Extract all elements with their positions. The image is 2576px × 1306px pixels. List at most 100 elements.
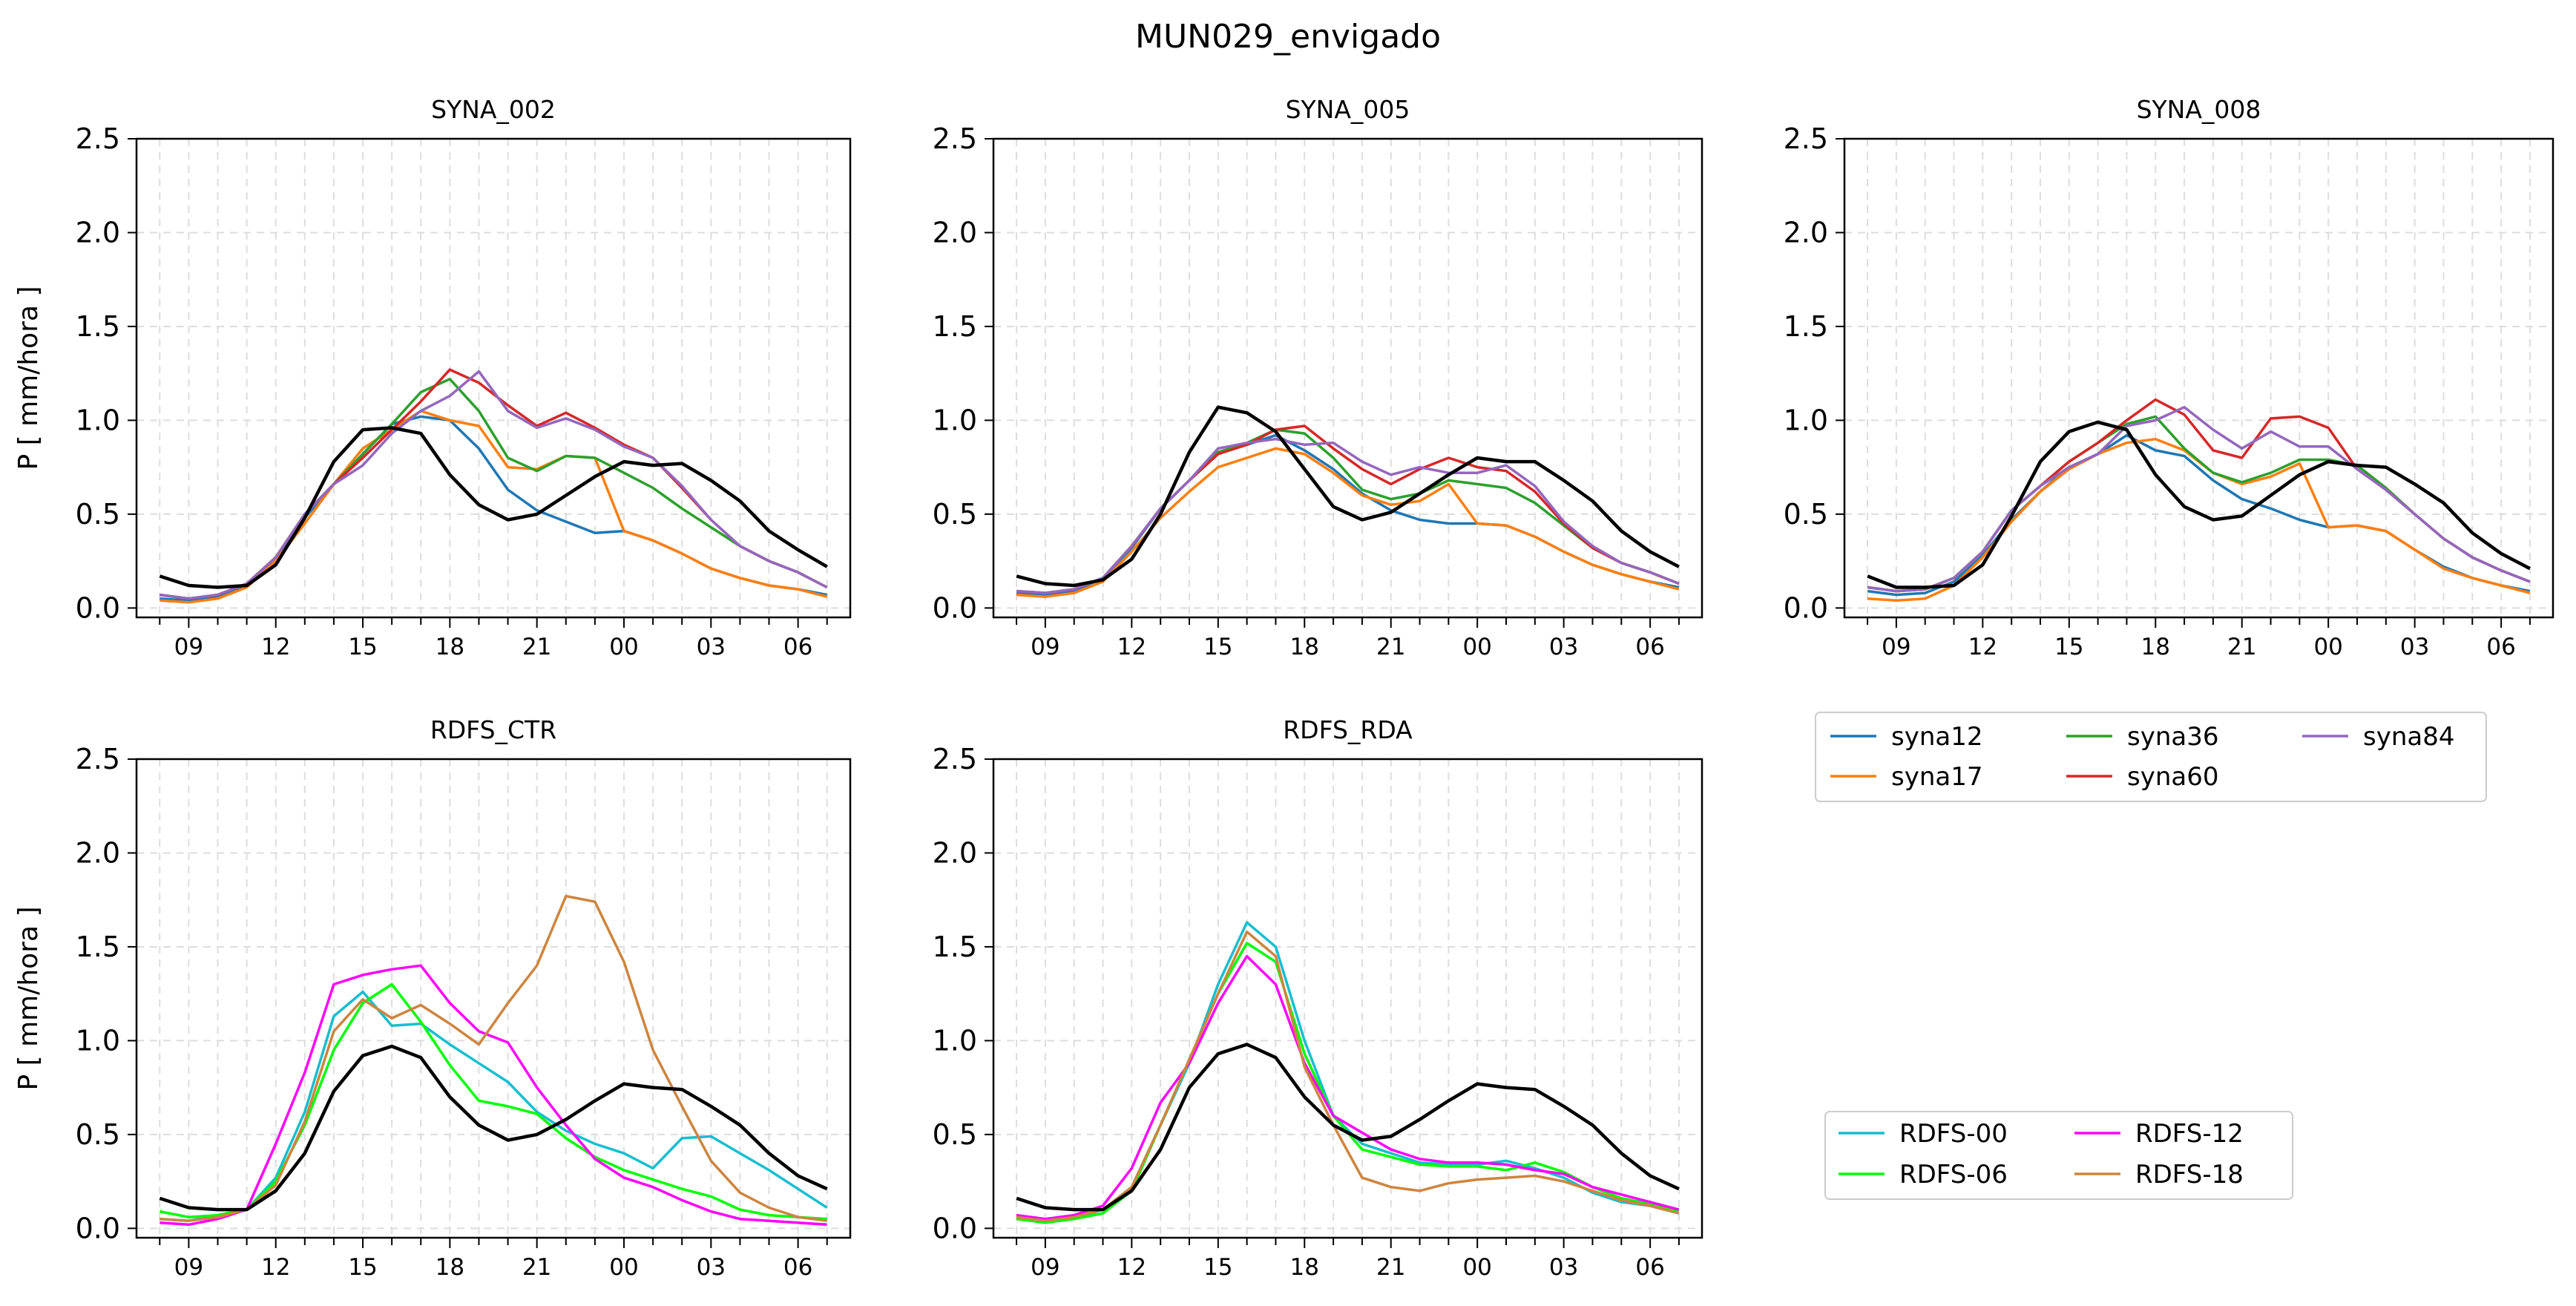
panel-title: RDFS_CTR	[430, 715, 556, 744]
x-tick-label: 15	[2054, 634, 2083, 660]
series-line-syna36	[160, 378, 828, 600]
x-tick-label: 15	[1203, 1254, 1232, 1281]
panel-title: SYNA_002	[431, 95, 556, 124]
legend-label-rdfs-00: RDFS-00	[1899, 1119, 2008, 1149]
legend-label-syna17: syna17	[1891, 762, 1982, 792]
x-tick-label: 03	[1549, 634, 1578, 660]
x-tick-label: 00	[1462, 634, 1491, 660]
x-tick-label: 12	[261, 1254, 290, 1281]
x-tick-label: 09	[1031, 1254, 1059, 1281]
y-tick-label: 0.0	[1784, 591, 1828, 624]
series-line-syna17	[160, 410, 828, 604]
y-tick-label: 0.5	[76, 498, 120, 531]
x-tick-label: 12	[1968, 634, 1997, 660]
y-tick-label: 1.0	[76, 1024, 120, 1057]
axes-frame	[1843, 137, 2554, 619]
series-line-syna84	[160, 370, 828, 600]
series-line-obs	[1016, 405, 1680, 588]
y-tick-label: 2.5	[933, 122, 977, 155]
series-line-syna17	[1016, 447, 1680, 598]
x-tick-label: 12	[1117, 634, 1146, 660]
legend-syna: syna12 syna17 syna36 syna60 syna84	[1815, 712, 2487, 802]
y-tick-label: 1.0	[933, 1024, 977, 1057]
series-line-syna84	[1867, 405, 2531, 593]
panels: 0.0 0.5 1.0 1.5 2.0 2.5 09 12 15 18 21 00 03 06 SYNA_0…	[13, 95, 2554, 1281]
chart-panel-1: 0.0 0.5 1.0 1.5 2.0 2.5 09 12 15 18 21 00 03 06 SYNA_0…	[13, 95, 852, 660]
legend-label-rdfs-06: RDFS-06	[1899, 1160, 2008, 1189]
x-tick-label: 06	[1635, 1254, 1664, 1281]
series-line-rdfs-18	[1016, 930, 1680, 1222]
series-line-obs	[1016, 1043, 1680, 1212]
x-tick-label: 15	[348, 1254, 377, 1281]
legend-label-syna84: syna84	[2363, 722, 2454, 752]
figure-title: MUN029_envigado	[1135, 18, 1441, 56]
axes-frame	[992, 758, 1703, 1239]
x-tick-label: 21	[1376, 1254, 1405, 1281]
y-tick-label: 2.0	[933, 216, 977, 249]
y-tick-label: 0.5	[933, 498, 977, 531]
axes-frame	[135, 758, 852, 1239]
x-tick-label: 18	[436, 634, 464, 660]
axes-frame	[135, 137, 852, 619]
y-tick-label: 0.0	[76, 1212, 120, 1244]
series-line-rdfs-00	[1016, 921, 1680, 1222]
x-tick-label: 12	[1117, 1254, 1146, 1281]
y-tick-label: 1.5	[1784, 310, 1828, 343]
x-tick-label: 21	[2227, 634, 2256, 660]
y-tick-label: 2.5	[76, 743, 120, 775]
series-line-obs	[159, 1044, 828, 1212]
y-axis-label: P [ mm/hora ]	[13, 286, 44, 470]
x-tick-label: 03	[1549, 1254, 1578, 1281]
x-tick-label: 06	[783, 1254, 812, 1281]
x-tick-label: 00	[609, 1254, 638, 1281]
panel-title: SYNA_008	[2137, 95, 2261, 124]
y-tick-label: 0.0	[76, 591, 120, 624]
x-tick-label: 18	[436, 1254, 464, 1281]
x-tick-label: 21	[1376, 634, 1405, 660]
legend-label-syna60: syna60	[2127, 762, 2218, 792]
y-tick-label: 0.0	[933, 591, 977, 624]
y-tick-label: 2.0	[1784, 216, 1828, 249]
x-tick-label: 00	[2313, 634, 2342, 660]
chart-panel-3: 0.0 0.5 1.0 1.5 2.0 2.5 09 12 15 18 21 00 03 06 SYNA_0…	[1784, 95, 2554, 660]
y-tick-label: 1.5	[933, 931, 977, 963]
y-tick-label: 2.5	[933, 743, 977, 775]
x-tick-label: 09	[1882, 634, 1910, 660]
legend-label-syna36: syna36	[2127, 722, 2218, 752]
chart-panel-5: 0.0 0.5 1.0 1.5 2.0 2.5 09 12 15 18 21 00 03 06 RDFS_R…	[933, 715, 1703, 1281]
legend-rdfs-frame	[1824, 1111, 2293, 1200]
x-tick-label: 12	[261, 634, 290, 660]
y-tick-label: 1.0	[1784, 404, 1828, 436]
y-tick-label: 2.5	[1784, 122, 1828, 155]
axes-frame	[992, 137, 1703, 619]
y-tick-label: 1.5	[76, 931, 120, 963]
chart-panel-4: 0.0 0.5 1.0 1.5 2.0 2.5 09 12 15 18 21 00 03 06 RDFS_C…	[13, 715, 852, 1281]
x-tick-label: 15	[1203, 634, 1232, 660]
series-line-syna84	[1016, 437, 1680, 594]
panel-title: SYNA_005	[1286, 95, 1410, 124]
x-tick-label: 21	[522, 634, 551, 660]
series-line-obs	[1867, 420, 2531, 589]
x-tick-label: 03	[697, 634, 726, 660]
x-tick-label: 09	[174, 634, 203, 660]
y-tick-label: 0.5	[1784, 498, 1828, 531]
series-line-rdfs-06	[159, 982, 827, 1221]
chart-panel-2: 0.0 0.5 1.0 1.5 2.0 2.5 09 12 15 18 21 00 03 06 SYNA_0…	[933, 95, 1703, 660]
x-tick-label: 00	[609, 634, 638, 660]
x-tick-label: 18	[1290, 634, 1319, 660]
x-tick-label: 03	[697, 1254, 726, 1281]
legend-syna-frame	[1815, 712, 2487, 802]
y-tick-label: 0.5	[76, 1118, 120, 1151]
y-tick-label: 2.0	[933, 836, 977, 869]
y-tick-label: 2.0	[76, 216, 120, 249]
y-tick-label: 0.5	[933, 1118, 977, 1151]
x-tick-label: 18	[2141, 634, 2170, 660]
y-tick-label: 2.5	[76, 122, 120, 155]
legend-label-syna12: syna12	[1891, 722, 1982, 752]
x-tick-label: 06	[2486, 634, 2515, 660]
x-tick-label: 18	[1290, 1254, 1319, 1281]
x-tick-label: 15	[348, 634, 377, 660]
y-tick-label: 1.0	[76, 404, 120, 436]
series-line-rdfs-18	[160, 894, 827, 1222]
